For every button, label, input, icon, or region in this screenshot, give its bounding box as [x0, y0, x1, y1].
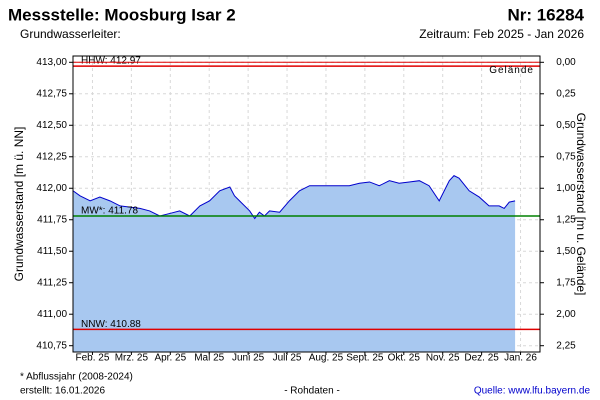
y-tick-label: 411,75 — [37, 214, 67, 225]
y2-axis-label: Grundwasserstand [m u. Gelände] — [574, 113, 588, 296]
source[interactable]: Quelle: www.lfu.bayern.de — [474, 386, 591, 397]
x-tick-label: Feb. 25 — [75, 353, 109, 364]
x-tick-label: Dez. 25 — [464, 353, 499, 364]
created-date: erstellt: 16.01.2026 — [20, 386, 105, 397]
x-tick-label: Apr. 25 — [154, 353, 186, 364]
y-tick-label: 410,75 — [36, 340, 67, 351]
station-number: Nr: 16284 — [507, 5, 584, 24]
y-tick-label: 411,50 — [37, 246, 67, 257]
x-tick-label: Nov. 25 — [426, 353, 460, 364]
x-tick-label: Mai 25 — [194, 353, 224, 364]
y2-tick-label: 1,00 — [556, 183, 576, 194]
subtitle: Grundwasserleiter: — [20, 27, 121, 41]
y-tick-label: 413,00 — [36, 57, 67, 68]
reference-label: NNW: 410.88 — [81, 319, 141, 330]
y2-tick-label: 0,50 — [556, 120, 576, 131]
surface-label: Gelände — [489, 65, 534, 76]
y2-tick-label: 1,50 — [556, 246, 576, 257]
reference-label: HHW: 412.97 — [81, 56, 141, 67]
x-tick-label: Aug. 25 — [309, 353, 344, 364]
y-tick-label: 411,00 — [37, 309, 67, 320]
chart-title: Messstelle: Moosburg Isar 2 — [8, 5, 236, 24]
y-tick-label: 412,50 — [36, 120, 67, 131]
x-tick-label: Juni 25 — [232, 353, 265, 364]
x-tick-label: Juli 25 — [273, 353, 302, 364]
x-tick-label: Jan. 26 — [504, 353, 537, 364]
x-tick-label: Sept. 25 — [346, 353, 384, 364]
y2-tick-label: 0,75 — [556, 151, 576, 162]
data-note: - Rohdaten - — [284, 386, 340, 397]
y2-tick-label: 2,00 — [556, 309, 576, 320]
reference-label: MW*: 411.78 — [81, 206, 138, 217]
y2-tick-label: 1,75 — [556, 277, 576, 288]
y-tick-label: 412,00 — [36, 183, 67, 194]
period: Zeitraum: Feb 2025 - Jan 2026 — [419, 27, 584, 41]
y-axis-label: Grundwasserstand [m ü. NN] — [12, 127, 26, 282]
y2-tick-label: 0,25 — [556, 88, 576, 99]
x-tick-label: Okt. 25 — [388, 353, 421, 364]
y2-tick-label: 2,25 — [556, 340, 576, 351]
y2-tick-label: 0,00 — [556, 57, 576, 68]
y-tick-label: 411,25 — [37, 277, 67, 288]
data-line — [72, 175, 516, 220]
area-fill — [73, 175, 516, 352]
x-tick-label: Mrz. 25 — [115, 353, 149, 364]
y-tick-label: 412,25 — [36, 151, 67, 162]
y2-tick-label: 1,25 — [556, 214, 576, 225]
y-tick-label: 412,75 — [36, 88, 67, 99]
footnote: * Abflussjahr (2008-2024) — [20, 372, 133, 383]
plot-frame — [72, 55, 541, 353]
